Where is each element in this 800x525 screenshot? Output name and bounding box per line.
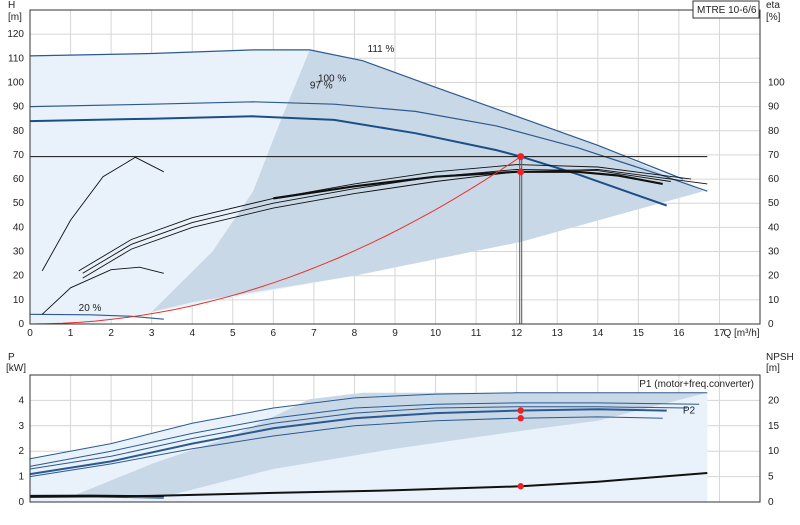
head-curve-label: 20 %: [79, 303, 102, 314]
npsh-axis-label: NPSH: [766, 352, 794, 363]
power-curve-label: P1 (motor+freq.converter): [639, 379, 754, 390]
duty-point-power: [517, 407, 524, 414]
power-curve: [29, 406, 688, 470]
q-axis-label: Q [m³/h]: [723, 328, 759, 339]
head-curve: [29, 313, 164, 320]
h-tick-label: 110: [8, 53, 24, 64]
power-curve: [29, 416, 663, 478]
efficiency-curve: [82, 168, 708, 279]
eta-tick-label: 30: [768, 247, 780, 258]
head-curve-label: 111 %: [368, 44, 395, 55]
q-tick-label: 0: [27, 328, 33, 339]
head-panel-frame: [29, 9, 761, 325]
duty-point-eta: [517, 168, 525, 176]
q-tick-label: 8: [352, 328, 358, 339]
efficiency-curve: [78, 164, 692, 272]
duty-point-power: [517, 414, 524, 422]
head-curve: [29, 101, 708, 192]
p-tick-label: 2: [18, 446, 24, 457]
q-tick-label: 6: [271, 328, 277, 339]
q-tick-label: 9: [392, 328, 398, 339]
eta-axis-label: eta: [766, 0, 780, 11]
q-tick-label: 17: [714, 328, 726, 339]
duty-point-power: [517, 483, 524, 490]
q-tick-label: 13: [552, 328, 564, 339]
eta-tick-label: 50: [768, 198, 780, 209]
power-curve: [29, 392, 708, 460]
chart-title: MTRE 10-6/6: [697, 5, 757, 16]
efficiency-curve: [41, 156, 165, 272]
h-tick-label: 60: [13, 174, 25, 185]
q-tick-label: 15: [633, 328, 645, 339]
h-tick-label: 70: [13, 150, 25, 161]
q-tick-label: 5: [230, 328, 236, 339]
q-tick-label: 16: [673, 328, 685, 339]
h-tick-label: 40: [13, 222, 25, 233]
power-panel-frame: [29, 374, 761, 503]
h-tick-label: 120: [7, 29, 24, 40]
q-tick-label: 11: [471, 328, 482, 339]
title-box: [692, 0, 760, 19]
npsh-tick-label: 15: [768, 421, 780, 432]
npsh-tick-label: 10: [768, 446, 780, 457]
q-tick-label: 3: [149, 328, 155, 339]
p-tick-label: 1: [18, 472, 24, 483]
eta-axis-unit: [%]: [766, 12, 781, 23]
npsh-curve: [29, 494, 164, 498]
power-curve: [29, 408, 667, 476]
head-curve: [29, 115, 668, 207]
h-tick-label: 100: [7, 77, 24, 88]
h-tick-label: 20: [13, 271, 25, 282]
head-curve-label: 100 %: [318, 73, 346, 84]
q-tick-label: 1: [68, 328, 74, 339]
eta-tick-label: 10: [768, 295, 780, 306]
duty-point-head: [517, 153, 525, 161]
p-tick-label: 3: [18, 421, 24, 432]
h-axis-unit: [m]: [8, 12, 22, 23]
h-tick-label: 30: [13, 247, 25, 258]
h-tick-label: 90: [13, 102, 25, 113]
eta-tick-label: 20: [768, 271, 780, 282]
q-tick-label: 10: [430, 328, 442, 339]
h-tick-label: 50: [13, 198, 25, 209]
eta-tick-label: 80: [768, 126, 780, 137]
q-tick-label: 7: [311, 328, 317, 339]
h-tick-label: 0: [18, 319, 24, 330]
power-area-dark: [70, 392, 708, 497]
npsh-tick-label: 20: [768, 395, 780, 406]
npsh-tick-label: 0: [768, 497, 774, 508]
eta-tick-label: 100: [768, 77, 785, 88]
q-tick-label: 12: [511, 328, 523, 339]
eta-tick-label: 60: [768, 174, 780, 185]
eta-tick-label: 0: [768, 319, 774, 330]
p-tick-label: 0: [18, 497, 24, 508]
q-tick-label: 2: [108, 328, 114, 339]
eta-tick-label: 40: [768, 222, 780, 233]
p-axis-label: P: [8, 352, 15, 363]
power-curve-label: P2: [683, 405, 696, 416]
head-curve-label: 97 %: [310, 81, 333, 92]
p-tick-label: 4: [18, 395, 24, 406]
operating-area-dark: [151, 49, 704, 312]
system-curve: [29, 156, 521, 325]
npsh-tick-label: 5: [768, 472, 774, 483]
npsh-axis-unit: [m]: [766, 363, 780, 374]
head-curve: [29, 49, 684, 180]
q-tick-label: 14: [592, 328, 604, 339]
eta-tick-label: 90: [768, 102, 780, 113]
power-curve: [29, 402, 700, 467]
q-tick-label: 4: [189, 328, 195, 339]
h-tick-label: 10: [13, 295, 25, 306]
h-tick-label: 80: [13, 126, 25, 137]
p-axis-unit: [kW]: [6, 363, 26, 374]
efficiency-curve: [41, 266, 164, 315]
h-axis-label: H: [8, 0, 15, 11]
eta-tick-label: 70: [768, 150, 780, 161]
